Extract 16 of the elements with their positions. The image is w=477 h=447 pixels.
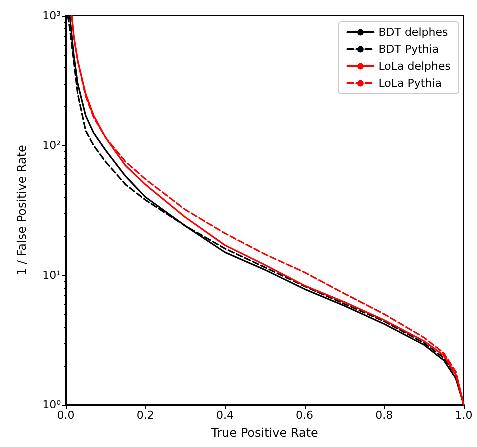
y-tick-label: 10⁰ [42,398,62,412]
y-axis-title: 1 / False Positive Rate [15,145,29,276]
legend-label: BDT delphes [378,26,448,39]
x-tick-label: 0.0 [57,409,75,422]
y-tick-label: 10¹ [42,268,61,282]
legend-label: BDT Pythia [378,43,440,56]
x-tick-label: 1.0 [455,409,473,422]
y-tick-label: 10² [42,139,61,152]
x-tick-label: 0.4 [216,409,234,422]
legend-label: LoLa Pythia [378,77,442,90]
x-tick-label: 0.2 [136,409,154,422]
y-tick-label: 10³ [42,10,61,22]
legend-label: LoLa delphes [378,60,452,73]
x-tick-label: 0.8 [376,409,394,422]
x-axis-title: True Positive Rate [210,426,318,440]
x-tick-label: 0.6 [296,409,314,422]
